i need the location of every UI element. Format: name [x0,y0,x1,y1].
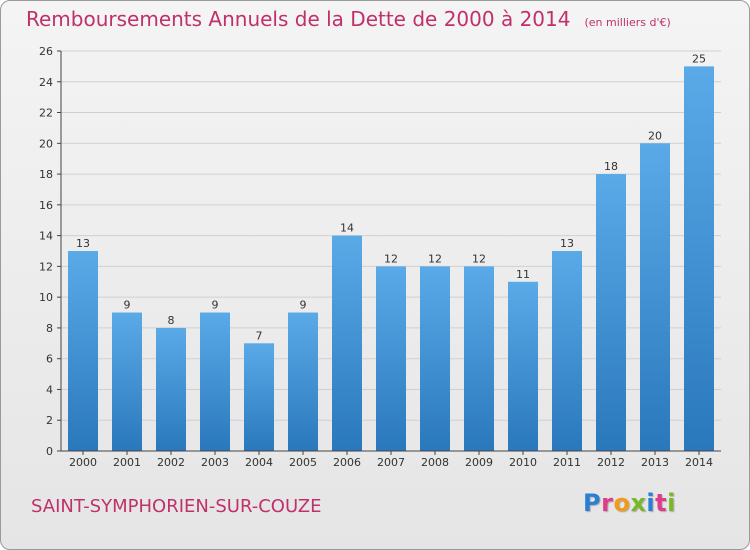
data-label: 8 [168,314,175,327]
y-tick-label: 22 [39,107,53,120]
title-row: Remboursements Annuels de la Dette de 20… [26,7,671,31]
x-tick-label: 2003 [201,456,229,469]
x-tick-label: 2013 [641,456,669,469]
bar [68,251,98,451]
bar [596,174,626,452]
x-tick-label: 2000 [69,456,97,469]
y-tick-label: 6 [46,353,53,366]
x-tick-label: 2009 [465,456,493,469]
bar [420,266,450,451]
logo-letter: r [601,489,614,517]
logo-letter: P [583,489,602,517]
data-label: 7 [256,329,263,342]
chart-subtitle: (en milliers d'€) [584,16,671,29]
x-tick-label: 2014 [685,456,713,469]
bar [288,312,318,451]
logo-letter: o [613,489,631,517]
logo-letter: i [667,489,676,517]
logo-letter: i [646,489,656,517]
y-tick-label: 18 [39,168,53,181]
x-tick-label: 2012 [597,456,625,469]
logo-letter: x [630,489,647,517]
data-label: 20 [648,129,662,142]
data-label: 13 [76,237,90,250]
bar [156,327,186,451]
bar [684,66,714,451]
data-label: 9 [212,299,219,312]
x-tick-label: 2006 [333,456,361,469]
y-tick-label: 8 [46,322,53,335]
commune-name: SAINT-SYMPHORIEN-SUR-COUZE [31,496,322,517]
bar [640,143,670,452]
x-tick-label: 2008 [421,456,449,469]
y-tick-label: 10 [39,291,53,304]
proxiti-logo: Proxiti [583,489,676,517]
x-tick-label: 2007 [377,456,405,469]
bar [552,251,582,451]
y-tick-label: 4 [46,383,53,396]
bar [376,266,406,451]
x-tick-label: 2001 [113,456,141,469]
y-tick-label: 16 [39,199,53,212]
data-label: 12 [428,252,442,265]
y-tick-label: 14 [39,230,53,243]
x-tick-label: 2011 [553,456,581,469]
logo-letter: t [655,489,668,517]
y-tick-label: 24 [39,76,53,89]
x-tick-label: 2004 [245,456,273,469]
y-tick-label: 26 [39,45,53,58]
data-label: 25 [692,52,706,65]
x-tick-label: 2010 [509,456,537,469]
data-label: 18 [604,160,618,173]
bar [200,312,230,451]
data-label: 12 [384,252,398,265]
chart-title: Remboursements Annuels de la Dette de 20… [26,7,571,31]
x-tick-label: 2005 [289,456,317,469]
bar [244,343,274,451]
x-tick-label: 2002 [157,456,185,469]
y-tick-label: 2 [46,414,53,427]
y-tick-label: 0 [46,445,53,458]
data-label: 13 [560,237,574,250]
data-label: 11 [516,268,530,281]
y-tick-label: 20 [39,137,53,150]
bar [508,281,538,451]
data-label: 9 [300,299,307,312]
data-label: 9 [124,299,131,312]
bar [464,266,494,451]
bar [332,235,362,451]
bar [112,312,142,451]
data-label: 14 [340,222,354,235]
y-tick-label: 12 [39,260,53,273]
data-label: 12 [472,252,486,265]
